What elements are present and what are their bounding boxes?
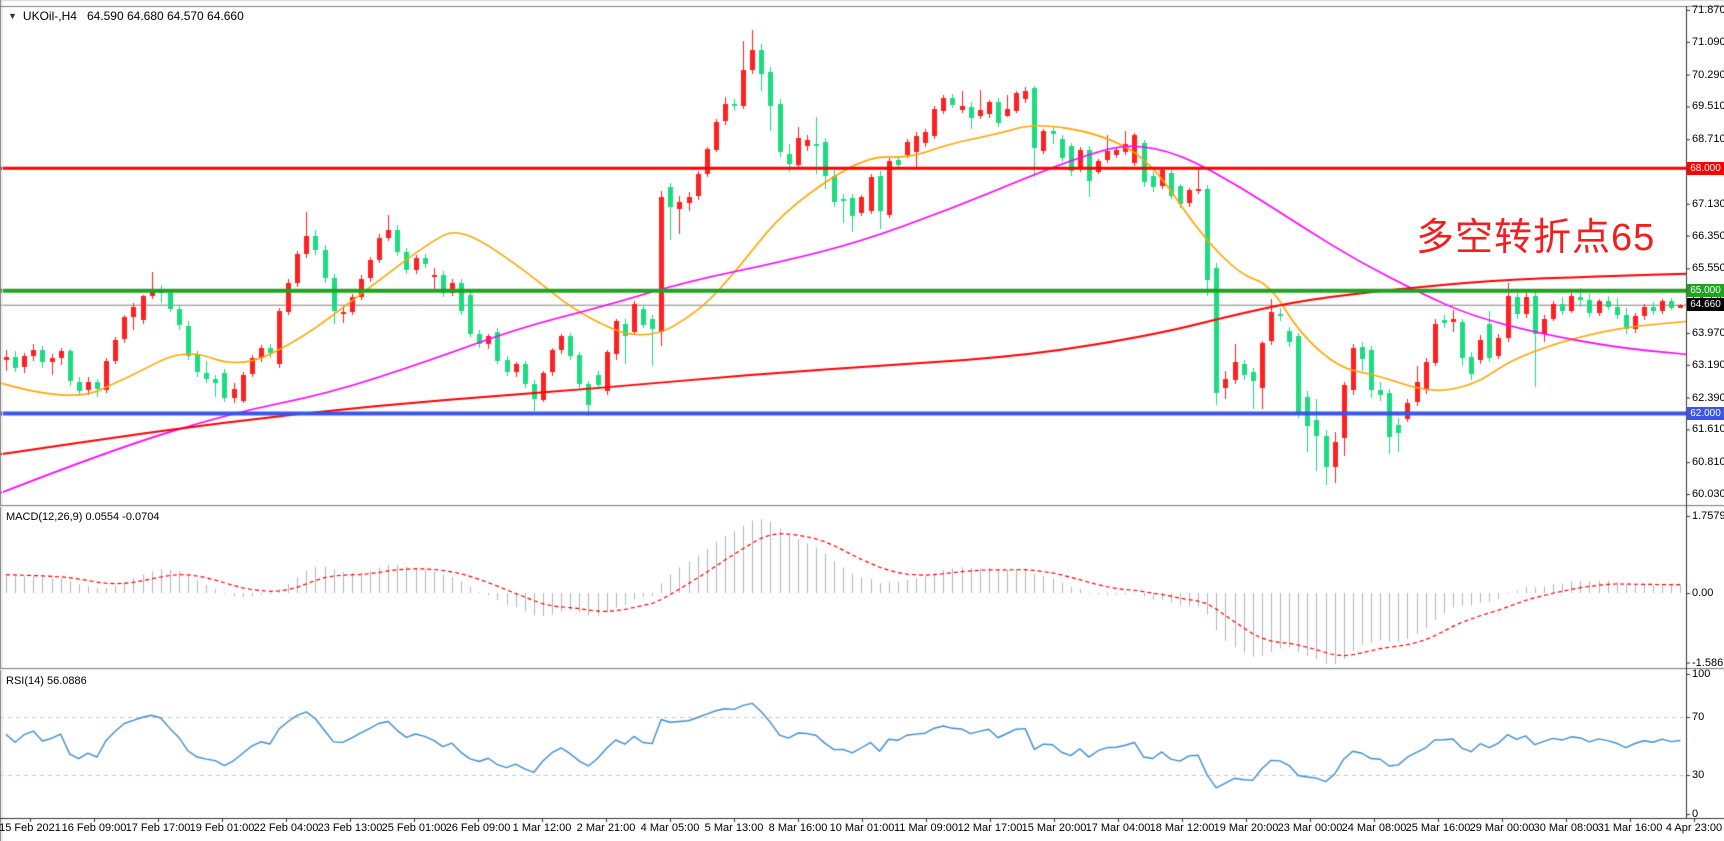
price-axis-tick: 65.550 — [1692, 262, 1724, 275]
price-axis-tick: 69.510 — [1692, 100, 1724, 113]
time-axis-label: 15 Feb 2021 — [0, 822, 61, 834]
time-axis-label: 26 Feb 09:00 — [445, 822, 511, 834]
chart-title: ▼ UKOil-,H4 64.590 64.680 64.570 64.660 — [8, 9, 244, 23]
time-axis-label: 8 Mar 16:00 — [768, 822, 828, 834]
macd-axis-tick: -1.5867 — [1692, 656, 1724, 669]
rsi-axis-tick: 30 — [1692, 769, 1705, 781]
rsi-axis-tick: 100 — [1692, 668, 1711, 680]
time-axis-label: 18 Mar 12:00 — [1149, 822, 1215, 834]
time-axis-label: 19 Feb 01:00 — [189, 822, 255, 834]
ohlc-values-label: 64.590 64.680 64.570 64.660 — [86, 9, 244, 23]
price-axis-tick: 60.030 — [1692, 487, 1724, 500]
price-axis-tick: 68.710 — [1692, 133, 1724, 146]
rsi-axis-tick: 70 — [1692, 711, 1705, 723]
price-axis-tick: 62.390 — [1692, 391, 1724, 404]
rsi-axis-tick: 0 — [1692, 808, 1699, 820]
price-axis-tick: 66.350 — [1692, 229, 1724, 242]
time-axis-label: 1 Mar 12:00 — [512, 822, 572, 834]
price-axis-tick: 71.090 — [1692, 35, 1724, 48]
time-axis-label: 4 Apr 23:00 — [1665, 822, 1723, 834]
symbol-timeframe-label: UKOil-,H4 — [22, 9, 77, 23]
price-axis-tick: 63.190 — [1692, 358, 1724, 371]
time-axis-label: 29 Mar 00:00 — [1469, 822, 1535, 834]
level-65-badge: 65.000 — [1687, 284, 1724, 298]
time-axis-label: 5 Mar 13:00 — [704, 822, 764, 834]
time-axis-label: 23 Mar 00:00 — [1277, 822, 1343, 834]
time-axis-label: 17 Feb 17:00 — [125, 822, 191, 834]
time-axis-label: 16 Feb 09:00 — [61, 822, 127, 834]
time-axis-label: 30 Mar 08:00 — [1533, 822, 1599, 834]
macd-indicator-label: MACD(12,26,9) 0.0554 -0.0704 — [6, 511, 160, 523]
chart-annotation-text[interactable]: 多空转折点65 — [1416, 217, 1656, 259]
price-axis-tick: 61.610 — [1692, 423, 1724, 436]
time-axis-label: 17 Mar 04:00 — [1085, 822, 1151, 834]
current-price-badge: 64.660 — [1687, 298, 1724, 312]
macd-axis-tick: 0.00 — [1692, 587, 1714, 599]
time-axis-label: 22 Feb 04:00 — [253, 822, 319, 834]
price-axis-tick: 70.290 — [1692, 68, 1724, 81]
time-axis-label: 24 Mar 08:00 — [1341, 822, 1407, 834]
time-axis-label: 31 Mar 16:00 — [1597, 822, 1663, 834]
time-axis-label: 25 Mar 16:00 — [1405, 822, 1471, 834]
time-axis-label: 2 Mar 21:00 — [576, 822, 636, 834]
time-axis-label: 23 Feb 13:00 — [317, 822, 383, 834]
level-68-badge: 68.000 — [1687, 161, 1724, 175]
level-62-badge: 62.000 — [1687, 406, 1724, 420]
time-axis-label: 19 Mar 20:00 — [1213, 822, 1279, 834]
price-axis-tick: 67.130 — [1692, 197, 1724, 210]
time-axis-label: 10 Mar 01:00 — [829, 822, 895, 834]
time-axis-label: 15 Mar 20:00 — [1021, 822, 1087, 834]
time-axis-label: 11 Mar 09:00 — [893, 822, 959, 834]
price-axis-tick: 71.870 — [1692, 4, 1724, 16]
symbol-dropdown-icon[interactable]: ▼ — [8, 11, 17, 21]
macd-axis-tick: 1.7579 — [1692, 509, 1724, 522]
price-axis-tick: 63.970 — [1692, 326, 1724, 339]
price-axis-tick: 60.810 — [1692, 456, 1724, 469]
time-axis-label: 4 Mar 05:00 — [640, 822, 700, 834]
time-axis-label: 12 Mar 17:00 — [957, 822, 1023, 834]
time-axis-label: 25 Feb 01:00 — [381, 822, 447, 834]
rsi-indicator-label: RSI(14) 56.0886 — [6, 675, 87, 687]
